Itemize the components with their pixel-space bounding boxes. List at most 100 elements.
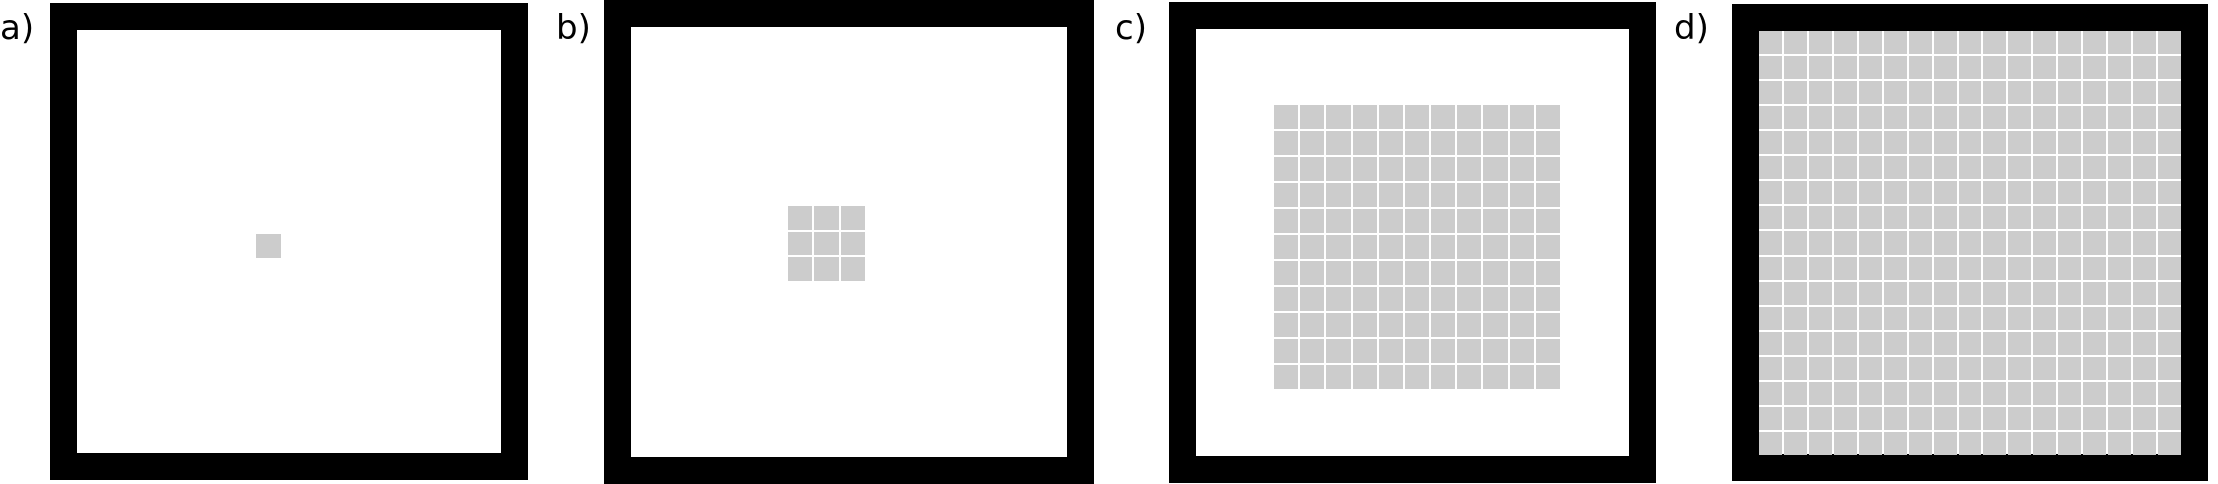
- grid-cell-d: [1783, 331, 1807, 355]
- grid-cell-d: [1833, 106, 1857, 130]
- grid-cell-d: [1883, 181, 1907, 205]
- grid-cell-d: [1808, 381, 1832, 405]
- grid-cell-c: [1509, 209, 1534, 233]
- grid-cell-c: [1300, 105, 1325, 129]
- grid-cell-c: [1326, 131, 1351, 155]
- grid-cell-d: [2158, 431, 2181, 455]
- grid-cell-d: [2083, 381, 2107, 405]
- grid-cell-c: [1300, 131, 1325, 155]
- grid-cell-d: [1983, 131, 2007, 155]
- grid-cell-d: [1833, 81, 1857, 105]
- grid-cell-d: [1759, 56, 1782, 80]
- cell-grid-a: [256, 234, 281, 258]
- grid-cell-c: [1509, 365, 1534, 389]
- grid-cell-d: [2008, 331, 2032, 355]
- grid-cell-d: [2083, 331, 2107, 355]
- grid-cell-c: [1404, 313, 1430, 337]
- grid-cell-d: [2008, 431, 2032, 455]
- grid-cell-d: [1808, 31, 1832, 55]
- grid-cell-c: [1300, 235, 1325, 259]
- grid-cell-d: [2158, 106, 2181, 130]
- grid-cell-d: [2033, 81, 2057, 105]
- grid-cell-d: [2083, 256, 2107, 280]
- cell-grid-c: [1274, 105, 1560, 389]
- grid-cell-d: [1833, 331, 1857, 355]
- grid-cell-d: [2008, 381, 2032, 405]
- grid-cell-d: [1983, 431, 2007, 455]
- grid-cell-d: [2008, 206, 2032, 230]
- grid-cell-d: [1883, 256, 1907, 280]
- grid-cell-d: [2158, 381, 2181, 405]
- grid-cell-c: [1457, 287, 1482, 311]
- grid-cell-c: [1300, 261, 1325, 285]
- grid-cell-c: [1431, 131, 1456, 155]
- grid-cell-d: [2058, 206, 2082, 230]
- grid-cell-d: [2133, 31, 2157, 55]
- grid-cell-c: [1352, 339, 1377, 363]
- grid-cell-d: [1983, 381, 2007, 405]
- grid-cell-c: [1378, 209, 1403, 233]
- grid-cell-d: [2158, 256, 2181, 280]
- grid-cell-c: [1378, 157, 1403, 181]
- grid-cell-d: [2058, 56, 2082, 80]
- grid-cell-d: [2058, 106, 2082, 130]
- grid-cell-c: [1509, 131, 1534, 155]
- grid-cell-d: [1808, 106, 1832, 130]
- grid-cell-d: [2083, 81, 2107, 105]
- grid-cell-c: [1457, 105, 1482, 129]
- grid-cell-d: [1858, 206, 1882, 230]
- grid-cell-d: [1759, 231, 1782, 255]
- grid-cell-d: [2058, 281, 2082, 305]
- grid-cell-c: [1483, 313, 1508, 337]
- grid-cell-d: [1783, 406, 1807, 430]
- grid-cell-d: [2133, 131, 2157, 155]
- grid-cell-d: [1783, 81, 1807, 105]
- grid-cell-d: [1958, 306, 1982, 330]
- grid-cell-d: [2008, 56, 2032, 80]
- grid-cell-d: [2058, 431, 2082, 455]
- grid-cell-d: [2033, 181, 2057, 205]
- grid-cell-d: [1908, 256, 1932, 280]
- grid-cell-c: [1431, 313, 1456, 337]
- grid-cell-d: [2158, 356, 2181, 380]
- grid-cell-d: [1958, 356, 1982, 380]
- grid-cell-d: [2033, 281, 2057, 305]
- grid-cell-b: [788, 206, 813, 230]
- grid-cell-d: [2058, 406, 2082, 430]
- grid-cell-d: [1833, 181, 1857, 205]
- grid-cell-c: [1457, 365, 1482, 389]
- grid-cell-d: [1883, 206, 1907, 230]
- grid-cell-c: [1274, 313, 1299, 337]
- grid-cell-d: [1808, 431, 1832, 455]
- grid-cell-d: [2108, 431, 2132, 455]
- grid-cell-d: [1759, 106, 1782, 130]
- grid-cell-d: [1858, 81, 1882, 105]
- grid-cell-c: [1300, 339, 1325, 363]
- grid-cell-d: [1883, 306, 1907, 330]
- grid-cell-d: [2008, 306, 2032, 330]
- grid-cell-d: [1783, 306, 1807, 330]
- grid-cell-d: [1983, 56, 2007, 80]
- grid-cell-d: [1783, 256, 1807, 280]
- grid-cell-d: [2133, 281, 2157, 305]
- grid-cell-d: [1759, 256, 1782, 280]
- grid-cell-c: [1431, 235, 1456, 259]
- grid-cell-d: [1759, 306, 1782, 330]
- grid-cell-c: [1431, 209, 1456, 233]
- grid-cell-c: [1509, 183, 1534, 207]
- grid-cell-c: [1352, 105, 1377, 129]
- grid-cell-d: [1759, 331, 1782, 355]
- grid-cell-d: [1983, 356, 2007, 380]
- grid-cell-d: [2033, 381, 2057, 405]
- grid-cell-d: [2133, 256, 2157, 280]
- grid-cell-d: [1908, 181, 1932, 205]
- grid-cell-c: [1300, 287, 1325, 311]
- grid-cell-c: [1457, 209, 1482, 233]
- grid-cell-c: [1535, 157, 1560, 181]
- grid-cell-c: [1431, 183, 1456, 207]
- grid-cell-d: [2083, 431, 2107, 455]
- grid-cell-d: [2008, 106, 2032, 130]
- grid-cell-d: [2133, 181, 2157, 205]
- grid-cell-d: [1759, 281, 1782, 305]
- grid-cell-d: [2058, 231, 2082, 255]
